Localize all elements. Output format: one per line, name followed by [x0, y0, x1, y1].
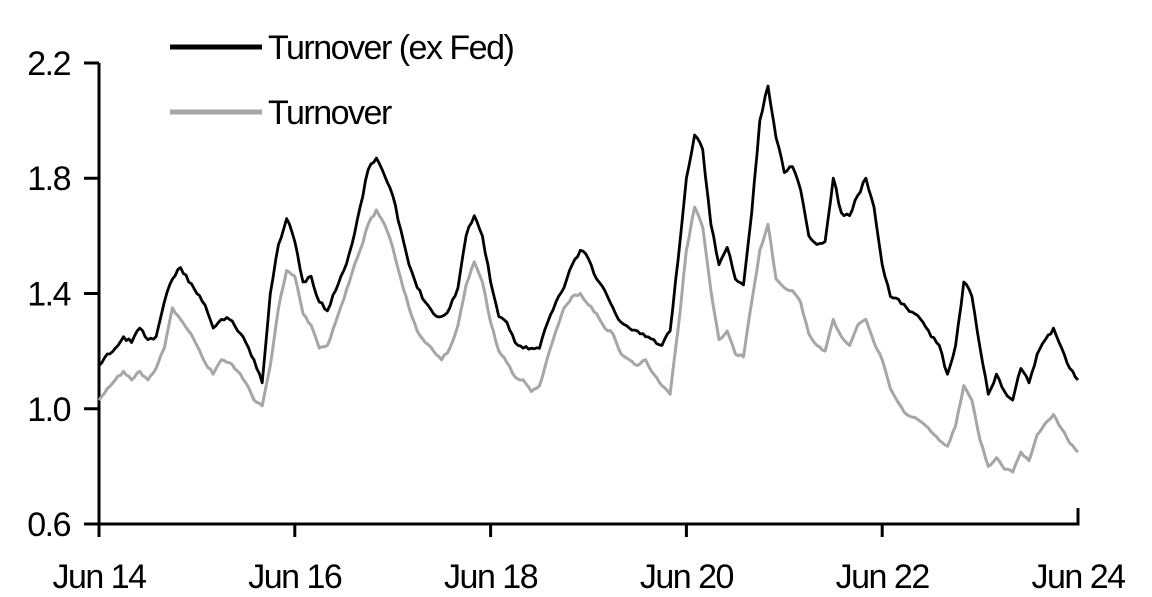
- legend-label-turnover-ex-fed: Turnover (ex Fed): [268, 29, 513, 67]
- x-tick-label: Jun 22: [836, 558, 930, 596]
- x-tick-label: Jun 24: [1031, 558, 1125, 596]
- axes-layer: [84, 61, 1080, 537]
- legend: Turnover (ex Fed) Turnover: [170, 29, 515, 132]
- axes-and-ticks: [84, 61, 1080, 537]
- y-tick-label: 1.0: [27, 391, 70, 429]
- y-tick-label: 1.4: [27, 276, 70, 314]
- x-tick-label: Jun 14: [52, 558, 146, 596]
- series-line-turnover: [97, 205, 1080, 474]
- x-tick-label: Jun 20: [640, 558, 734, 596]
- y-tick-label: 1.8: [27, 160, 70, 198]
- y-tick-label: 2.2: [27, 45, 70, 83]
- tick-labels-layer: 0.6 1.0 1.4 1.8 2.2 Jun 14 Jun 16 Jun 18 Jun 20 J…: [27, 45, 1126, 596]
- legend-label-turnover: Turnover: [268, 94, 392, 132]
- y-tick-label: 0.6: [27, 506, 70, 544]
- x-tick-label: Jun 16: [248, 558, 342, 596]
- x-tick-label: Jun 18: [444, 558, 538, 596]
- series-layer: [97, 84, 1080, 474]
- series-line-turnover-ex-fed: [98, 84, 1080, 402]
